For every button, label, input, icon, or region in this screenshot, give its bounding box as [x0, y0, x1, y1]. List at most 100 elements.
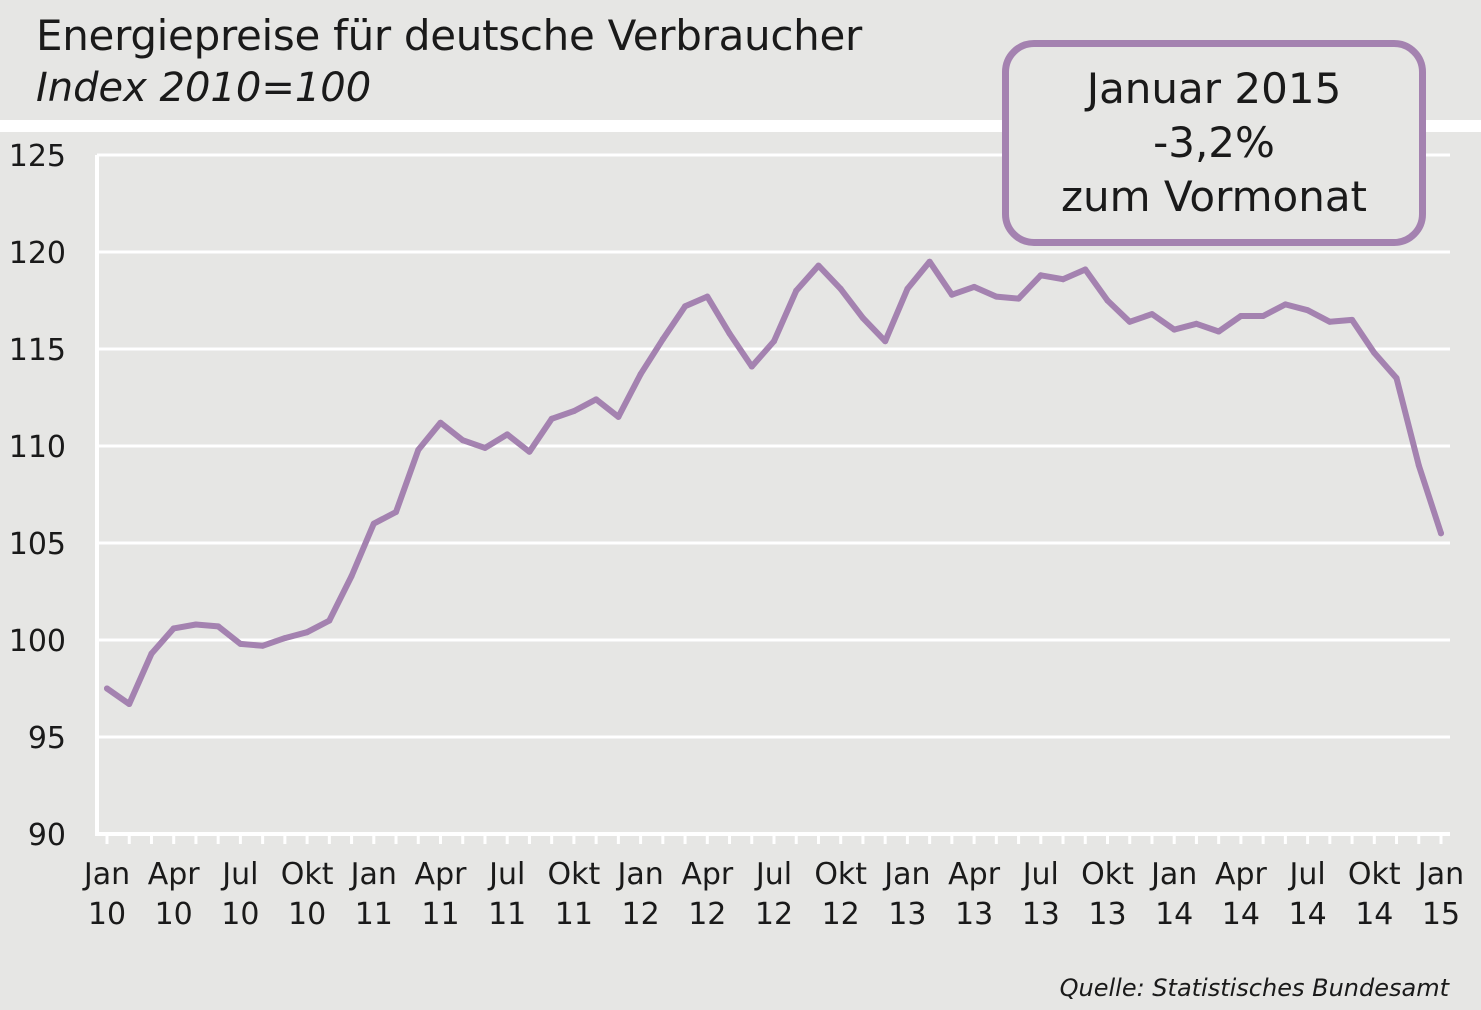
x-tick-label-year: 10: [221, 897, 259, 932]
data-point: [326, 617, 333, 624]
x-tick-label-month: Jan: [82, 857, 130, 892]
data-point: [1171, 326, 1178, 333]
data-point: [281, 635, 288, 642]
data-point: [504, 431, 511, 438]
callout-caption: zum Vormonat: [1060, 172, 1368, 221]
series-layer: [104, 258, 1444, 707]
x-tick-label-month: Apr: [948, 857, 1001, 892]
y-tick-label-100: 100: [9, 624, 66, 659]
x-tick-label-year: 10: [288, 897, 326, 932]
y-tick-label-120: 120: [9, 236, 66, 271]
data-point: [1326, 318, 1333, 325]
data-point: [459, 437, 466, 444]
x-tick-label-year: 13: [888, 897, 926, 932]
x-tick-label-month: Okt: [548, 857, 601, 892]
x-tick-label-year: 10: [88, 897, 126, 932]
x-tick-label-year: 12: [755, 897, 793, 932]
y-tick-label-105: 105: [9, 527, 66, 562]
y-tick-label-125: 125: [9, 139, 66, 174]
data-point: [1260, 313, 1267, 319]
data-point: [1126, 318, 1133, 325]
x-tick-label-month: Jul: [220, 857, 258, 892]
data-point: [948, 291, 955, 298]
x-tick-label-month: Jul: [487, 857, 525, 892]
data-point: [192, 621, 199, 628]
source-note: Quelle: Statistisches Bundesamt: [1059, 974, 1449, 1002]
y-tick-labels: 90 95 100 105 110 115 120 125: [9, 139, 66, 853]
data-point: [904, 285, 911, 292]
data-point: [1037, 272, 1044, 279]
data-point: [1104, 297, 1111, 304]
data-point: [304, 629, 311, 636]
series-line: [104, 258, 1444, 707]
data-point: [882, 338, 889, 345]
data-point: [259, 642, 266, 649]
grid-lines: [97, 153, 1450, 739]
data-point: [170, 625, 177, 632]
data-point: [748, 363, 755, 370]
x-tick-label-year: 13: [955, 897, 993, 932]
data-point: [1282, 301, 1289, 308]
callout-change: -3,2%: [1153, 118, 1275, 167]
chart-title: Energiepreise für deutsche Verbraucher: [36, 11, 862, 60]
data-point: [415, 446, 422, 453]
axes: [95, 155, 1450, 844]
data-point: [1237, 313, 1244, 319]
x-tick-label-year: 14: [1155, 897, 1193, 932]
y-tick-label-115: 115: [9, 333, 66, 368]
data-point: [1015, 295, 1022, 302]
data-point: [370, 520, 377, 527]
x-tick-label-month: Jul: [754, 857, 792, 892]
callout-month: Januar 2015: [1086, 64, 1342, 113]
x-tick-label-month: Apr: [415, 857, 468, 892]
x-tick-label-month: Jan: [615, 857, 663, 892]
x-tick-label-year: 11: [555, 897, 593, 932]
x-tick-label-month: Jan: [1149, 857, 1197, 892]
y-tick-label-95: 95: [28, 721, 66, 756]
data-point: [1371, 349, 1378, 356]
x-tick-label-year: 12: [622, 897, 660, 932]
x-tick-label-month: Apr: [148, 857, 201, 892]
data-point: [1215, 328, 1222, 335]
x-tick-label-year: 13: [1022, 897, 1060, 932]
x-tick-label-month: Jan: [1416, 857, 1464, 892]
x-tick-label-month: Apr: [681, 857, 734, 892]
data-point: [726, 330, 733, 337]
data-point: [793, 287, 800, 294]
x-tick-labels: Jan 10 Apr 10 Jul 10 Okt 10 Jan 11 Apr 11 Jul 11 Okt 11…: [82, 857, 1464, 932]
x-tick-label-month: Apr: [1215, 857, 1268, 892]
data-point: [526, 448, 533, 455]
data-point: [548, 415, 555, 422]
data-point: [1438, 530, 1444, 537]
data-point: [393, 509, 399, 515]
y-tick-label-110: 110: [9, 430, 66, 465]
data-point: [682, 303, 689, 310]
x-tick-label-year: 13: [1088, 897, 1126, 932]
x-tick-label-year: 14: [1289, 897, 1327, 932]
data-point: [837, 285, 844, 292]
data-point: [1304, 307, 1311, 314]
chart-subtitle: Index 2010=100: [36, 65, 372, 111]
data-point: [482, 444, 488, 451]
data-point: [570, 408, 577, 415]
data-point: [237, 640, 244, 647]
data-point: [437, 419, 444, 426]
data-point: [1393, 375, 1400, 382]
callout-box: Januar 2015 -3,2% zum Vormonat: [1002, 40, 1426, 246]
data-point: [348, 573, 355, 579]
x-tick-label-month: Jan: [882, 857, 930, 892]
data-point: [637, 371, 644, 378]
data-point: [815, 262, 822, 269]
x-tick-label-year: 14: [1355, 897, 1393, 932]
x-tick-label-year: 14: [1222, 897, 1260, 932]
x-tick-label-month: Okt: [281, 857, 334, 892]
data-point: [1349, 316, 1356, 323]
x-tick-label-month: Okt: [1081, 857, 1134, 892]
data-point: [1060, 276, 1066, 283]
y-tick-label-90: 90: [28, 818, 66, 853]
data-point: [659, 336, 666, 343]
data-point: [926, 258, 933, 265]
x-tick-label-year: 10: [155, 897, 193, 932]
x-tick-label-month: Jul: [1021, 857, 1059, 892]
data-point: [1149, 311, 1155, 318]
